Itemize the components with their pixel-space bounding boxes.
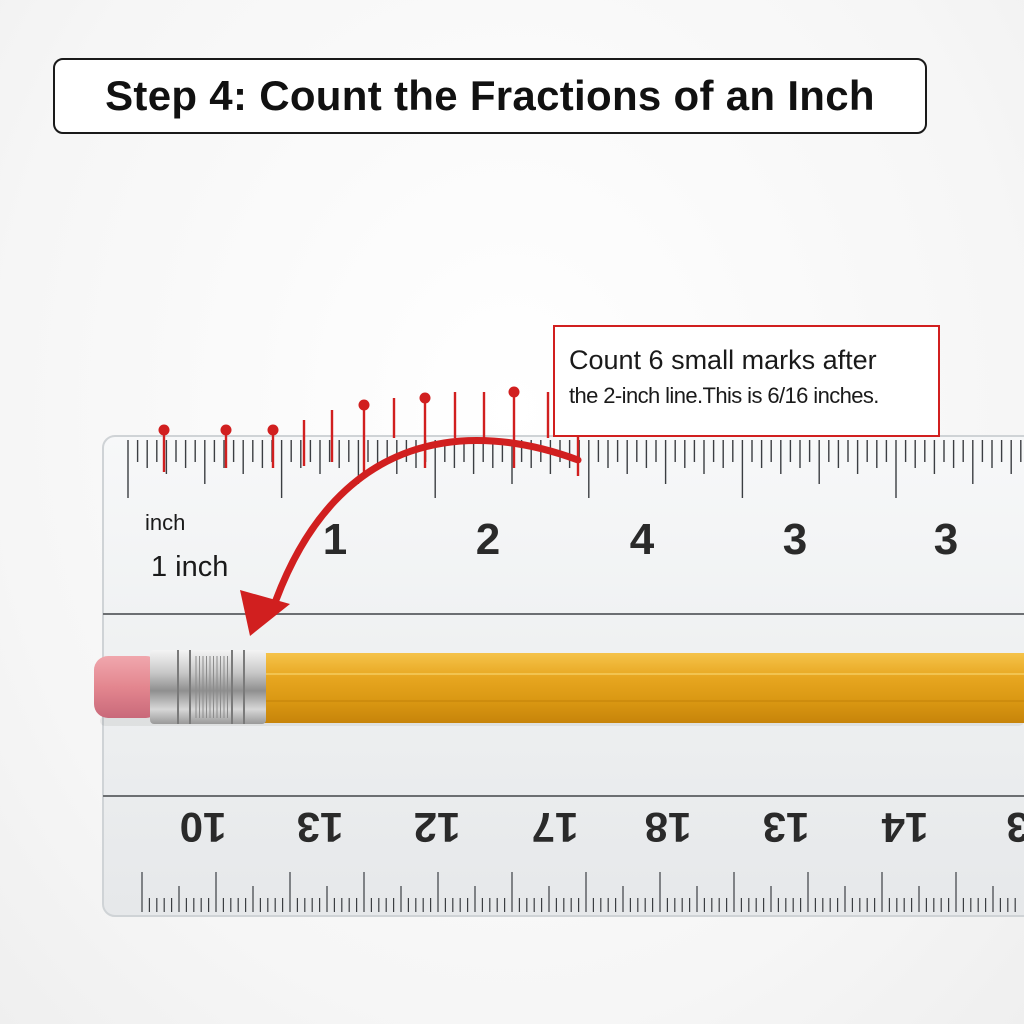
bottom-number-7: 14: [881, 804, 928, 851]
arrow-curve: [272, 437, 582, 604]
top-number-5: 3: [934, 515, 958, 564]
red-mark-dot: [419, 392, 431, 404]
top-number-1: 1: [323, 515, 347, 564]
pencil-ferrule: [150, 650, 266, 724]
callout-line-2: the 2-inch line.This is 6/16 inches.: [569, 383, 879, 408]
ferrule-grip-lines: [195, 656, 228, 718]
pencil: [94, 650, 1024, 726]
red-mark-dot: [358, 399, 370, 411]
red-mark-dot: [508, 386, 520, 398]
curved-arrow: [240, 437, 582, 636]
page-title: Step 4: Count the Fractions of an Inch: [105, 72, 875, 119]
bottom-number-8: 3: [1006, 804, 1024, 851]
arrow-head: [240, 590, 290, 636]
ruler-unit-label: inch: [145, 510, 185, 535]
red-mark-dot: [267, 424, 279, 436]
callout-line-1: Count 6 small marks after: [569, 345, 877, 375]
red-mark-dot: [220, 424, 232, 436]
red-mark-dot: [158, 424, 170, 436]
pencil-body: [258, 653, 1024, 723]
pencil-eraser: [94, 656, 160, 718]
bottom-number-2: 13: [297, 804, 344, 851]
bottom-number-5: 18: [645, 804, 692, 851]
arrow-label: 1 inch: [151, 551, 228, 583]
title-box: Step 4: Count the Fractions of an Inch: [53, 58, 927, 134]
bottom-number-6: 13: [763, 804, 810, 851]
callout-box: Count 6 small marks after the 2-inch lin…: [553, 325, 940, 437]
top-number-4: 3: [783, 515, 807, 564]
top-number-2: 2: [476, 515, 500, 564]
bottom-number-1: 10: [180, 804, 227, 851]
bottom-tick-marks: [141, 872, 1016, 912]
bottom-number-4: 17: [532, 804, 579, 851]
top-number-3: 4: [630, 515, 655, 564]
bottom-number-3: 12: [414, 804, 461, 851]
